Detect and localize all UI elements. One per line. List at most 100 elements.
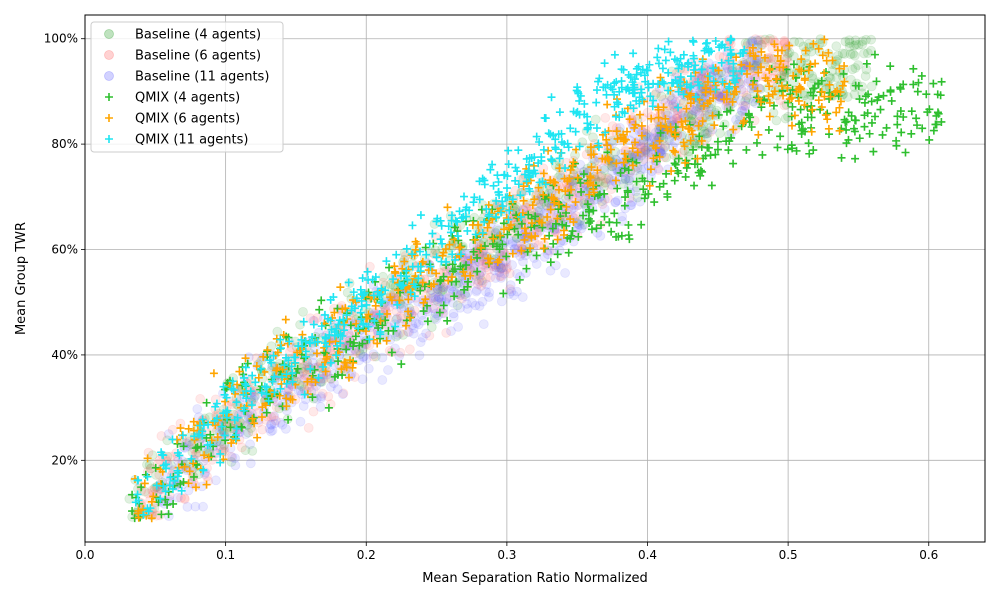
data-point xyxy=(411,318,422,329)
data-point xyxy=(594,171,605,182)
y-tick-label: 40% xyxy=(51,348,78,362)
data-point xyxy=(806,46,817,57)
data-point xyxy=(398,329,409,340)
data-point xyxy=(850,63,861,73)
data-point xyxy=(779,35,790,46)
data-point xyxy=(715,128,725,139)
data-point xyxy=(461,298,472,309)
data-point xyxy=(740,100,751,111)
data-point xyxy=(735,95,746,106)
data-point xyxy=(413,319,424,330)
data-point xyxy=(195,393,206,404)
data-point xyxy=(247,426,258,437)
data-point xyxy=(651,87,662,98)
data-point xyxy=(642,107,653,118)
data-point xyxy=(618,178,629,189)
data-point xyxy=(315,402,326,412)
data-points xyxy=(124,34,946,523)
data-point xyxy=(361,353,372,364)
data-point xyxy=(198,501,208,512)
data-point xyxy=(752,56,762,67)
data-point xyxy=(298,306,308,317)
data-point xyxy=(743,74,754,84)
data-point xyxy=(825,73,836,84)
data-point xyxy=(672,110,682,121)
data-point xyxy=(446,326,456,337)
data-point xyxy=(470,300,481,311)
data-point xyxy=(433,292,444,303)
data-point xyxy=(610,197,621,207)
data-point xyxy=(432,296,443,306)
y-tick-label: 60% xyxy=(51,243,78,257)
data-point xyxy=(849,50,860,61)
y-tick-label: 100% xyxy=(44,32,78,46)
data-point xyxy=(866,81,877,92)
data-point xyxy=(226,451,237,462)
data-point xyxy=(190,501,201,512)
data-point xyxy=(640,145,651,156)
data-point xyxy=(857,39,868,50)
data-point xyxy=(474,301,485,311)
data-point xyxy=(643,149,653,159)
data-point xyxy=(686,110,697,121)
data-point xyxy=(295,416,306,427)
data-point xyxy=(496,262,507,273)
data-point xyxy=(433,294,444,305)
data-point xyxy=(694,110,705,121)
legend-label: QMIX (11 agents) xyxy=(135,133,248,148)
data-point xyxy=(612,195,623,206)
x-tick-label: 0.3 xyxy=(497,548,516,562)
data-point xyxy=(429,303,440,314)
data-point xyxy=(179,494,190,505)
data-point xyxy=(337,389,348,400)
data-point xyxy=(590,114,601,125)
data-point xyxy=(699,126,710,137)
data-point xyxy=(640,144,651,155)
data-point xyxy=(849,40,859,51)
data-point xyxy=(859,48,869,59)
data-point xyxy=(413,296,423,307)
data-point xyxy=(588,132,598,143)
data-point xyxy=(197,481,207,492)
data-point xyxy=(404,327,414,338)
data-point xyxy=(364,261,375,272)
data-point xyxy=(502,262,513,273)
data-point xyxy=(448,308,459,319)
data-point xyxy=(424,330,435,341)
data-point xyxy=(154,469,165,480)
data-point xyxy=(607,179,617,190)
data-point xyxy=(430,245,441,256)
legend-label: Baseline (4 agents) xyxy=(135,28,261,43)
data-point xyxy=(415,337,426,348)
data-point xyxy=(831,72,842,83)
data-point xyxy=(666,66,677,77)
data-point xyxy=(771,115,782,126)
data-point xyxy=(268,411,279,422)
data-point xyxy=(230,460,241,471)
data-point xyxy=(688,113,698,124)
data-point xyxy=(849,89,860,100)
data-point xyxy=(270,415,281,426)
data-point xyxy=(639,142,650,153)
data-point xyxy=(844,35,855,46)
data-point xyxy=(506,286,517,297)
data-point xyxy=(850,35,861,46)
data-point xyxy=(738,100,748,111)
x-axis-label: Mean Separation Ratio Normalized xyxy=(422,571,648,586)
data-point xyxy=(179,493,190,504)
data-point xyxy=(743,38,753,49)
data-point xyxy=(504,268,515,279)
data-point xyxy=(667,93,678,104)
data-point xyxy=(511,233,522,243)
data-point xyxy=(394,351,405,361)
data-point xyxy=(317,388,328,399)
data-point xyxy=(714,51,725,62)
data-point xyxy=(245,458,256,469)
data-point xyxy=(240,445,251,456)
data-point xyxy=(536,199,546,210)
data-point xyxy=(165,451,176,462)
data-point xyxy=(741,92,752,103)
data-point xyxy=(266,412,277,423)
x-tick-label: 0.1 xyxy=(216,548,235,562)
data-point xyxy=(505,280,516,291)
